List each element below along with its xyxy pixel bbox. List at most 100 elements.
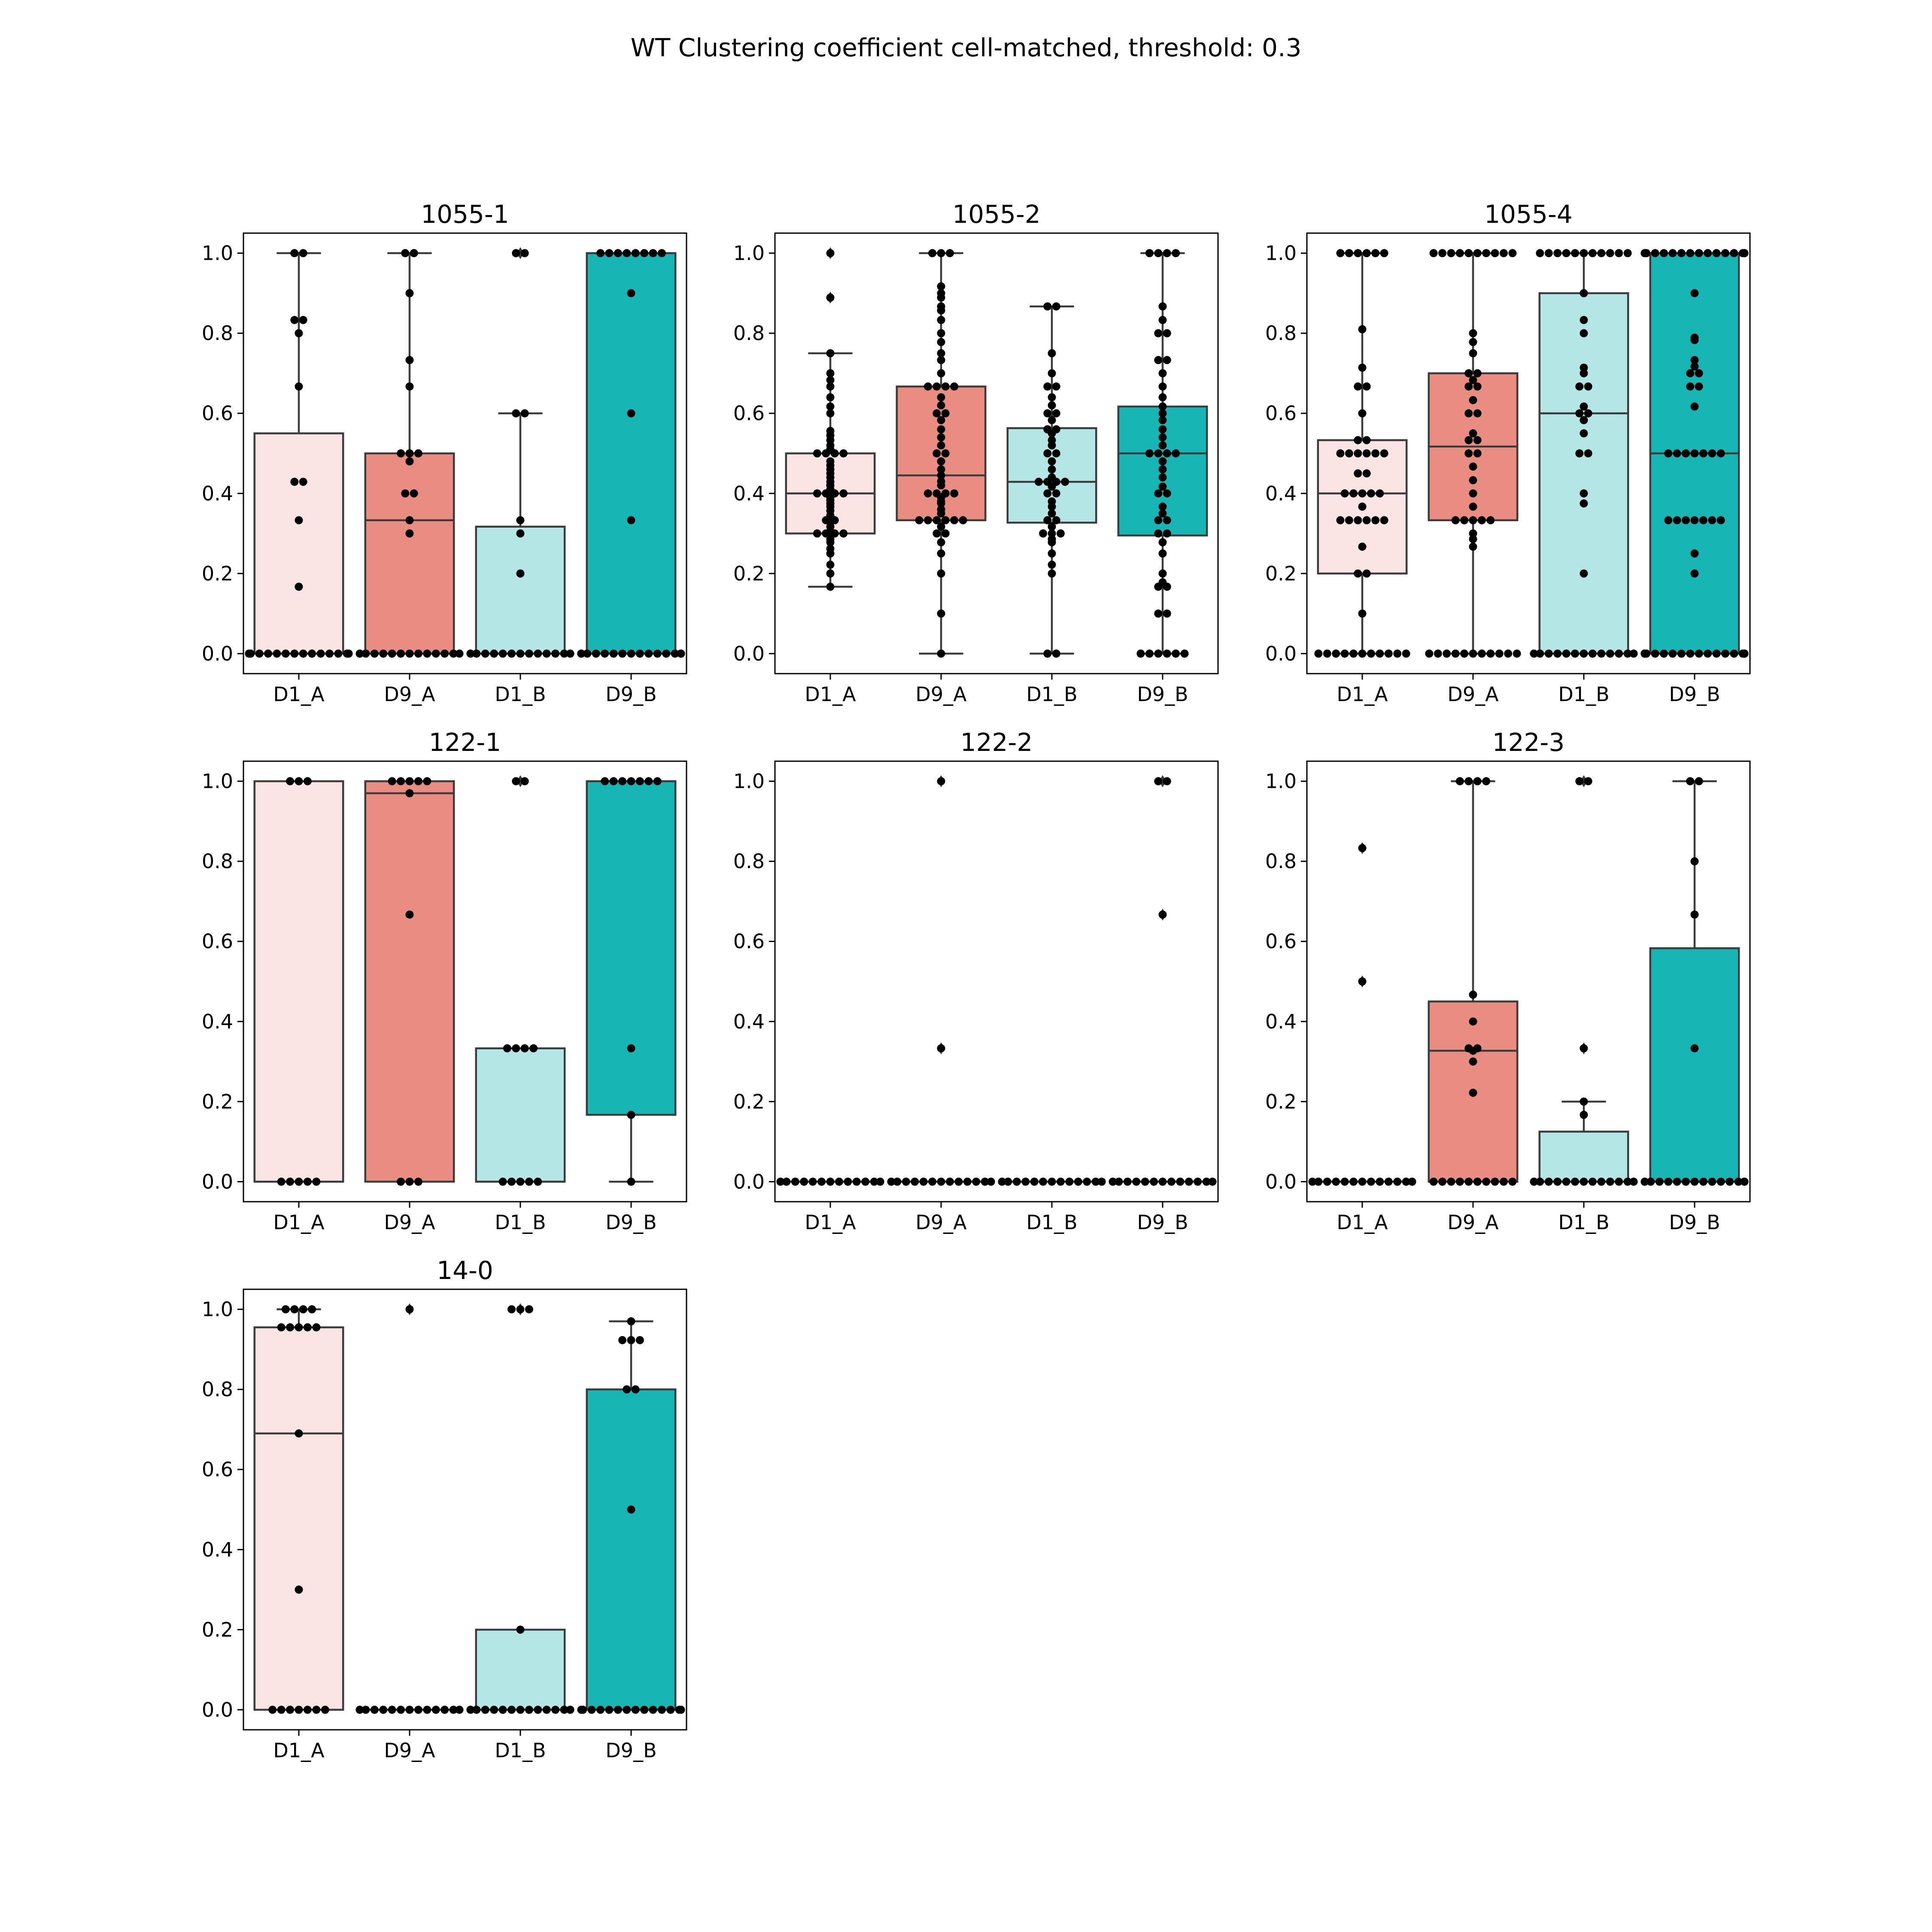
data-point xyxy=(516,1625,525,1634)
panel-title: 1055-1 xyxy=(421,200,509,229)
box-D9_A xyxy=(1428,780,1519,1183)
data-point xyxy=(1172,449,1180,458)
x-tick-label: D9_B xyxy=(1137,683,1188,706)
data-point xyxy=(1402,1177,1410,1186)
box-body xyxy=(586,780,677,1116)
x-tick-label: D1_B xyxy=(495,1739,546,1762)
data-point xyxy=(937,569,945,578)
data-point xyxy=(1655,1177,1664,1186)
data-point xyxy=(1384,649,1393,658)
data-point xyxy=(1371,516,1380,525)
data-point xyxy=(826,349,835,358)
data-point xyxy=(1358,609,1367,618)
y-tick-label: 0.6 xyxy=(733,402,765,425)
data-point xyxy=(1690,356,1699,365)
data-point xyxy=(312,1705,321,1714)
data-point xyxy=(1482,777,1491,786)
data-point xyxy=(534,649,542,658)
data-point xyxy=(1145,449,1154,458)
data-point xyxy=(405,356,414,365)
data-point xyxy=(826,1177,835,1186)
data-point xyxy=(1163,649,1171,658)
data-point xyxy=(1623,249,1632,258)
data-point xyxy=(414,449,422,458)
data-point xyxy=(627,649,635,658)
data-point xyxy=(379,649,388,658)
data-point xyxy=(1673,516,1681,525)
x-tick-label: D1_A xyxy=(273,1739,325,1762)
data-point xyxy=(1158,369,1167,377)
data-point xyxy=(937,349,945,358)
x-tick-label: D9_A xyxy=(384,683,435,706)
data-point xyxy=(937,393,945,401)
data-point xyxy=(1575,777,1584,786)
data-point xyxy=(923,516,932,525)
data-point xyxy=(1043,449,1052,458)
data-point xyxy=(516,516,525,525)
data-point xyxy=(1469,376,1477,384)
data-point xyxy=(286,1323,295,1332)
data-point xyxy=(933,409,941,418)
data-point xyxy=(490,649,498,658)
data-point xyxy=(1469,396,1477,404)
box-body xyxy=(475,526,566,655)
data-point xyxy=(405,289,414,298)
data-point xyxy=(401,249,410,258)
y-tick-label: 0.4 xyxy=(202,1010,233,1033)
data-point xyxy=(911,1177,919,1186)
data-point xyxy=(923,382,932,391)
data-point xyxy=(1473,382,1482,391)
data-point xyxy=(1469,338,1477,346)
data-point xyxy=(1544,649,1553,658)
x-tick-label: D1_B xyxy=(1558,683,1609,706)
data-point xyxy=(941,516,950,525)
data-point xyxy=(623,249,631,258)
data-point xyxy=(1588,1177,1597,1186)
data-point xyxy=(623,1705,631,1714)
swarm-D9_A xyxy=(1429,777,1517,1186)
data-point xyxy=(410,489,418,498)
x-tick-label: D9_B xyxy=(1669,1211,1720,1234)
data-point xyxy=(1695,777,1703,786)
data-point xyxy=(1065,1177,1074,1186)
data-point xyxy=(1376,489,1384,498)
data-point xyxy=(1482,1177,1491,1186)
data-point xyxy=(1323,649,1331,658)
data-point xyxy=(1158,509,1167,518)
data-point xyxy=(290,477,299,486)
data-point xyxy=(1336,249,1345,258)
data-point xyxy=(1145,249,1154,258)
data-point xyxy=(1708,516,1716,525)
data-point xyxy=(1695,649,1703,658)
data-point xyxy=(1597,249,1606,258)
data-point xyxy=(937,356,945,365)
data-point xyxy=(1704,249,1712,258)
box-body xyxy=(586,1388,677,1711)
axes-frame xyxy=(243,1288,687,1731)
x-tick-label: D1_A xyxy=(1337,1211,1388,1234)
data-point xyxy=(1167,1177,1176,1186)
data-point xyxy=(1499,249,1508,258)
y-tick-label: 0.0 xyxy=(1265,642,1297,665)
data-point xyxy=(937,416,945,425)
data-point xyxy=(290,316,299,324)
data-point xyxy=(481,1705,489,1714)
data-point xyxy=(1052,425,1060,434)
data-point xyxy=(1048,522,1056,531)
data-point xyxy=(466,1705,475,1714)
data-point xyxy=(295,1177,303,1186)
data-point xyxy=(1699,1177,1707,1186)
swarm-D1_B xyxy=(498,777,542,1186)
data-point xyxy=(560,1705,568,1714)
data-point xyxy=(937,338,945,346)
data-point xyxy=(941,529,950,538)
data-point xyxy=(401,489,410,498)
data-point xyxy=(933,382,941,391)
data-point xyxy=(1052,449,1060,458)
data-point xyxy=(1150,1177,1158,1186)
data-point xyxy=(1606,649,1614,658)
data-point xyxy=(937,505,945,514)
y-tick-label: 1.0 xyxy=(1265,770,1297,793)
data-point xyxy=(1371,249,1380,258)
data-point xyxy=(1562,249,1571,258)
